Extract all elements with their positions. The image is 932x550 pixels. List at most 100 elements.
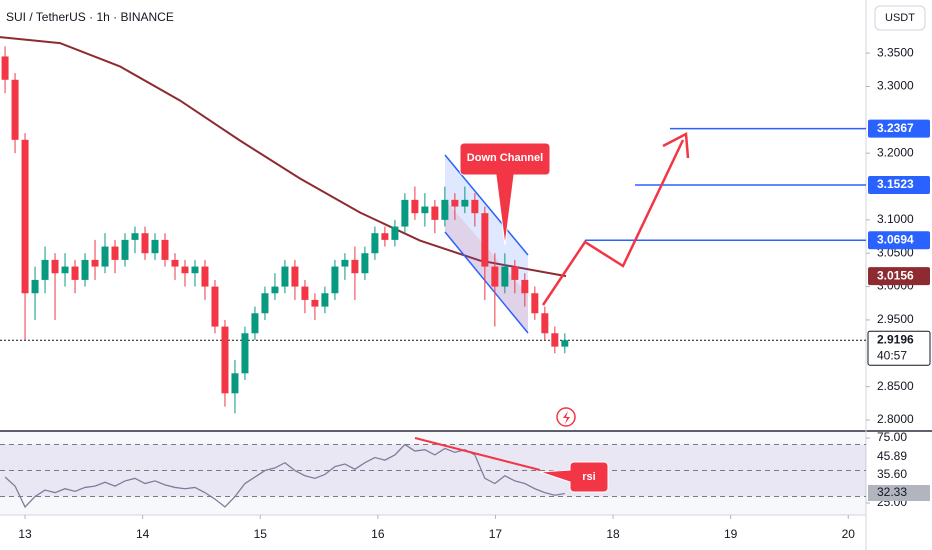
candle-body <box>51 259 59 274</box>
candle-body <box>221 326 229 394</box>
candle-body <box>471 199 479 214</box>
divergence-line <box>414 437 541 471</box>
x-tick-label: 19 <box>724 527 738 541</box>
candle-body <box>21 139 29 294</box>
candle-body <box>431 206 439 220</box>
price-label: 2.9196 <box>877 332 914 346</box>
candle-body <box>41 259 49 280</box>
x-tick-label: 14 <box>136 527 150 541</box>
y-tick-label: 3.3000 <box>877 79 914 93</box>
rsi-value-label: 32.33 <box>877 485 907 499</box>
rsi-label-box <box>868 467 930 483</box>
currency-label: USDT <box>885 12 915 24</box>
annotation: rsi <box>582 471 595 483</box>
y-tick-label: 3.2000 <box>877 145 914 159</box>
candle-body <box>461 199 469 207</box>
y-tick-label: 3.1000 <box>877 212 914 226</box>
y-tick-label: 2.8500 <box>877 379 914 393</box>
layer: 3.2367 3.1523 3.0694 3.0156 2.9196 40:57 45.89… <box>1 46 931 509</box>
x-tick-label: 15 <box>254 527 268 541</box>
candle-body <box>561 340 569 347</box>
candle-body <box>371 233 379 254</box>
candle-body <box>341 259 349 267</box>
layer: 2.80002.85002.95003.00003.05003.10003.20… <box>0 36 914 541</box>
y-tick-label: 3.3500 <box>877 45 914 59</box>
candle-body <box>451 199 459 207</box>
candle-body <box>411 199 419 214</box>
rsi-tick-label: 75.00 <box>877 430 907 444</box>
candle-body <box>11 79 19 140</box>
candle-body <box>491 266 499 287</box>
candle-body <box>81 259 89 280</box>
candle-body <box>111 246 119 260</box>
candle-body <box>201 266 209 287</box>
countdown: 40:57 <box>877 348 907 362</box>
candle-body <box>501 266 509 287</box>
candle-body <box>121 239 129 260</box>
candle-body <box>251 313 259 334</box>
candle-body <box>301 286 309 300</box>
candle-body <box>231 373 239 394</box>
candle-body <box>441 199 449 220</box>
candle-body <box>191 266 199 274</box>
candle-body <box>181 266 189 274</box>
event-icon[interactable] <box>556 407 576 427</box>
candle-body <box>71 266 79 280</box>
chart-title: SUI / TetherUS · 1h · BINANCE <box>6 10 174 24</box>
candle-body <box>271 286 279 294</box>
candle-body <box>261 293 269 314</box>
candle-body <box>541 313 549 334</box>
y-tick-label: 2.9500 <box>877 312 914 326</box>
candle-body <box>281 266 289 287</box>
candle-body <box>311 299 319 307</box>
candle-body <box>521 279 529 294</box>
candle-body <box>141 233 149 254</box>
candle-body <box>381 233 389 240</box>
event-icon-bolt <box>563 411 570 424</box>
candle-body <box>391 226 399 240</box>
candle-body <box>361 253 369 274</box>
x-tick-label: 20 <box>842 527 856 541</box>
price-label-box <box>868 267 930 286</box>
price-label: 3.1523 <box>877 177 914 191</box>
candle-body <box>31 279 39 294</box>
price-label-box <box>868 119 930 138</box>
candle-body <box>351 259 359 274</box>
rsi-value-label: 35.60 <box>877 467 907 481</box>
y-tick-label: 2.8000 <box>877 412 914 426</box>
candle-body <box>291 266 299 287</box>
x-tick-label: 16 <box>371 527 385 541</box>
candle-body <box>551 333 559 347</box>
projection-arrow <box>541 139 685 306</box>
rsi-value-label: 45.89 <box>877 449 907 463</box>
price-label: 3.0694 <box>877 232 914 246</box>
candle-body <box>421 206 429 214</box>
currency-button[interactable] <box>874 5 926 31</box>
channel-line <box>444 231 529 334</box>
candle-body <box>321 293 329 307</box>
candle-body <box>61 266 69 274</box>
annotation: Down Channel <box>467 152 543 164</box>
candle-body <box>131 233 139 240</box>
candle-body <box>101 246 109 267</box>
callout <box>539 461 609 493</box>
candle-body <box>481 213 489 267</box>
candle-body <box>151 239 159 254</box>
x-tick-label: 17 <box>489 527 503 541</box>
rsi-label-box <box>868 449 930 465</box>
callout <box>459 142 551 246</box>
x-tick-label: 18 <box>606 527 620 541</box>
candle-body <box>241 333 249 374</box>
arrow-head <box>662 132 690 159</box>
candle-body <box>91 259 99 267</box>
candle-body <box>171 259 179 267</box>
moving-average <box>0 36 567 278</box>
candle-body <box>161 239 169 260</box>
price-label: 3.2367 <box>877 121 914 135</box>
candle-body <box>401 199 409 227</box>
price-label-box <box>867 330 931 366</box>
price-label-box <box>868 175 930 194</box>
candle-body <box>511 266 519 280</box>
candle-body <box>211 286 219 327</box>
